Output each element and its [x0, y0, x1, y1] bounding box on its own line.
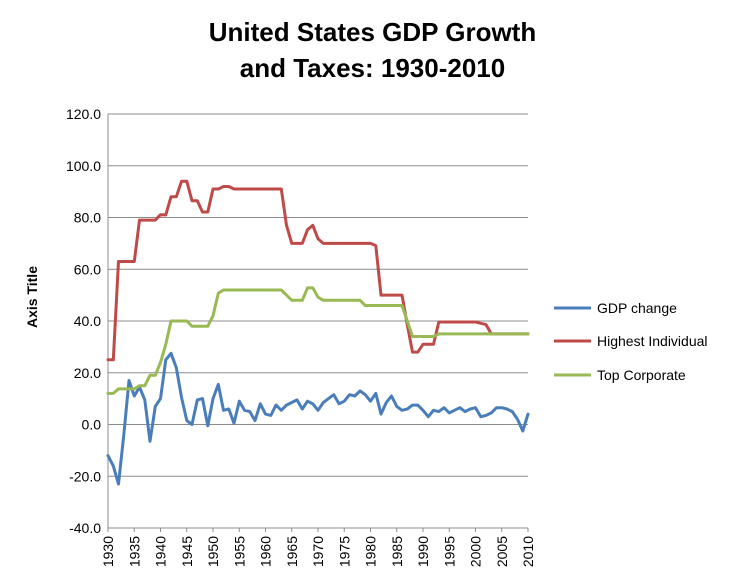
y-tick-labels: 120.0 100.0 80.0 60.0 40.0 20.0 0.0 -20.0 -40.0	[66, 106, 101, 536]
legend-label: Highest Individual	[597, 333, 708, 349]
x-tick-label: 1995	[441, 536, 457, 567]
x-tick-label: 1980	[363, 536, 379, 567]
series-lines	[106, 179, 530, 486]
x-tick-label: 2010	[520, 536, 536, 567]
chart-title: United States GDP Growth and Taxes: 1930…	[0, 14, 745, 86]
y-tick-label: 40.0	[74, 313, 101, 329]
x-tick-label: 1955	[231, 536, 247, 567]
y-tick-label: 80.0	[74, 210, 101, 226]
y-tick-label: 100.0	[66, 158, 101, 174]
axes	[107, 114, 529, 532]
x-tick-label: 1975	[336, 536, 352, 567]
y-tick-label: -40.0	[69, 520, 101, 536]
y-tick-label: 20.0	[74, 365, 101, 381]
x-tick-label: 1970	[310, 536, 326, 567]
x-tick-label: 2000	[468, 536, 484, 567]
x-tick-label: 1935	[126, 536, 142, 567]
x-tick-labels: 1930 1935 1940 1945 1950 1955 1960 1965 1970 1975…	[100, 536, 536, 567]
series-line-highest-individual	[106, 179, 530, 362]
series-line-gdp-change	[106, 351, 530, 486]
chart-title-line-2: and Taxes: 1930-2010	[239, 53, 506, 83]
x-tick-label: 1960	[258, 536, 274, 567]
chart-title-line-1: United States GDP Growth	[208, 17, 537, 47]
x-tick-label: 1940	[153, 536, 169, 567]
series-line-top-corporate	[106, 286, 530, 395]
x-tick-label: 1930	[100, 536, 116, 567]
y-tick-label: -20.0	[69, 468, 101, 484]
legend: GDP change Highest Individual Top Corporat…	[554, 300, 708, 383]
x-tick-label: 1965	[284, 536, 300, 567]
y-tick-label: 120.0	[66, 106, 101, 122]
legend-label: GDP change	[597, 300, 677, 316]
x-tick-label: 2005	[494, 536, 510, 567]
x-tick-label: 1945	[179, 536, 195, 567]
x-tick-label: 1985	[389, 536, 405, 567]
x-tick-label: 1950	[205, 536, 221, 567]
legend-label: Top Corporate	[597, 367, 686, 383]
y-axis-title: Axis Title	[24, 266, 40, 328]
x-tick-label: 1990	[415, 536, 431, 567]
y-tick-label: 60.0	[74, 261, 101, 277]
y-tick-label: 0.0	[82, 417, 102, 433]
